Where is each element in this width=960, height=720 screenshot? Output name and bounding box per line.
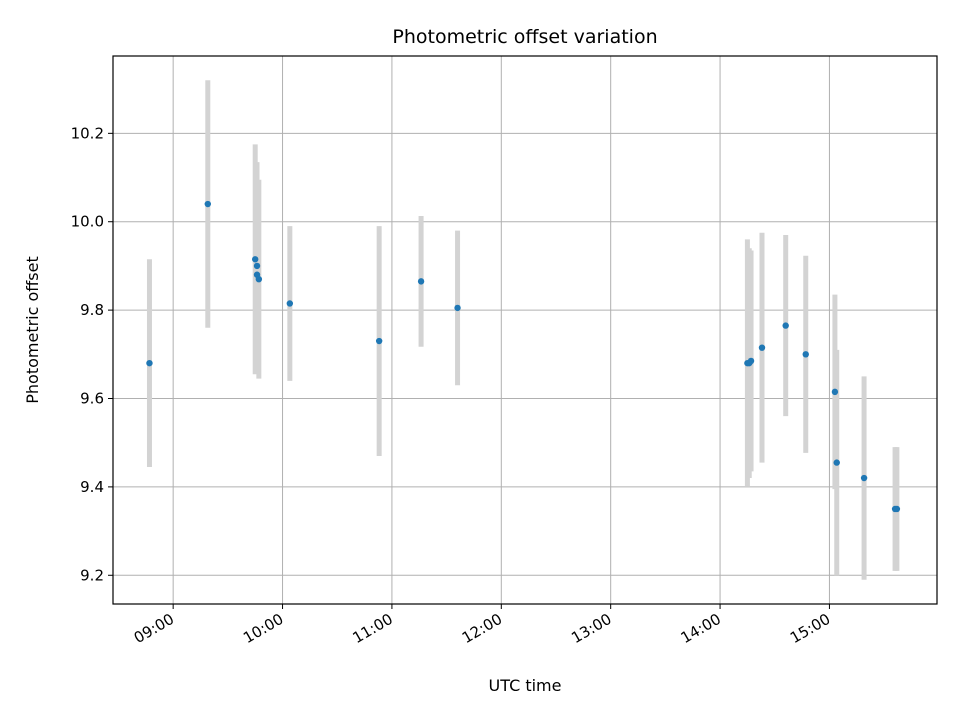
y-tick-label: 9.6	[80, 390, 104, 408]
data-point	[782, 322, 789, 329]
data-point	[758, 344, 766, 351]
data-point	[204, 200, 211, 208]
y-axis: 9.2 9.4 9.6 9.8 10.0 10.2	[71, 124, 113, 584]
y-axis-label: Photometric offset	[23, 256, 42, 404]
data-point	[146, 359, 153, 367]
plot-frame	[112, 55, 938, 605]
data-point	[454, 304, 461, 312]
data-point	[253, 262, 261, 270]
data-point	[893, 505, 901, 513]
data-point	[747, 357, 755, 365]
data-points	[146, 200, 901, 513]
y-tick-label: 10.0	[71, 213, 104, 231]
data-point	[417, 278, 425, 285]
data-point	[831, 388, 839, 396]
y-tick-label: 9.4	[80, 478, 104, 496]
x-axis-label: UTC time	[489, 676, 562, 695]
data-point	[802, 351, 809, 358]
data-point	[375, 337, 383, 345]
data-point	[286, 300, 294, 307]
chart-title: Photometric offset variation	[392, 26, 657, 48]
y-tick-label: 10.2	[71, 124, 104, 142]
y-tick-label: 9.2	[80, 566, 104, 584]
y-tick-label: 9.8	[80, 301, 104, 319]
data-point	[860, 474, 868, 482]
data-point	[833, 459, 840, 466]
grid-lines	[113, 56, 937, 604]
data-point	[251, 256, 259, 263]
data-point	[255, 275, 263, 283]
